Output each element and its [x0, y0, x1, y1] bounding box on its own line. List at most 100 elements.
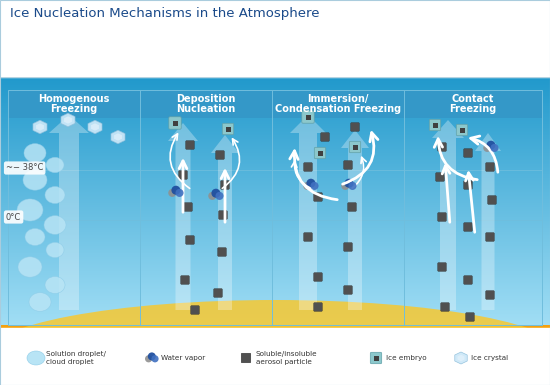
FancyArrow shape	[341, 130, 369, 310]
Bar	[0, 0, 550, 77]
Ellipse shape	[175, 189, 184, 197]
Ellipse shape	[46, 242, 64, 258]
Text: 0°C: 0°C	[6, 213, 21, 221]
FancyBboxPatch shape	[314, 273, 322, 281]
Ellipse shape	[168, 189, 177, 197]
FancyBboxPatch shape	[184, 203, 192, 211]
FancyBboxPatch shape	[191, 306, 199, 314]
Text: Homogenous
Freezing: Homogenous Freezing	[39, 94, 109, 114]
Ellipse shape	[0, 300, 550, 385]
Polygon shape	[458, 355, 464, 361]
Ellipse shape	[341, 182, 349, 190]
FancyBboxPatch shape	[216, 151, 224, 159]
FancyBboxPatch shape	[430, 119, 441, 131]
Ellipse shape	[46, 157, 64, 172]
Bar	[404, 90, 542, 118]
FancyBboxPatch shape	[221, 181, 229, 189]
Bar	[353, 144, 358, 149]
FancyBboxPatch shape	[464, 276, 472, 284]
FancyBboxPatch shape	[302, 111, 314, 123]
Bar	[305, 114, 311, 119]
Ellipse shape	[45, 276, 65, 293]
FancyBboxPatch shape	[348, 203, 356, 211]
Ellipse shape	[27, 351, 45, 365]
Polygon shape	[61, 113, 75, 127]
FancyBboxPatch shape	[486, 291, 494, 299]
FancyArrow shape	[49, 115, 89, 310]
FancyBboxPatch shape	[186, 141, 194, 149]
FancyArrow shape	[168, 123, 198, 310]
Polygon shape	[36, 124, 44, 131]
Ellipse shape	[151, 355, 158, 362]
Ellipse shape	[310, 182, 318, 190]
Text: Ice embryo: Ice embryo	[386, 355, 427, 361]
FancyBboxPatch shape	[438, 213, 446, 221]
Ellipse shape	[172, 186, 180, 195]
Bar	[317, 151, 322, 156]
Bar	[373, 355, 378, 360]
Text: Deposition
Nucleation: Deposition Nucleation	[177, 94, 236, 114]
Text: Ice Nucleation Mechanisms in the Atmosphere: Ice Nucleation Mechanisms in the Atmosph…	[10, 7, 320, 20]
Ellipse shape	[306, 179, 315, 188]
Bar	[173, 121, 178, 126]
Text: ~− 38°C: ~− 38°C	[6, 164, 43, 172]
FancyBboxPatch shape	[438, 263, 446, 271]
FancyBboxPatch shape	[436, 173, 444, 181]
Ellipse shape	[216, 192, 223, 200]
FancyBboxPatch shape	[321, 133, 329, 141]
FancyBboxPatch shape	[314, 193, 322, 201]
Text: Contact
Freezing: Contact Freezing	[449, 94, 497, 114]
FancyArrow shape	[475, 133, 501, 310]
Ellipse shape	[486, 141, 496, 150]
Polygon shape	[111, 130, 125, 144]
Ellipse shape	[29, 293, 51, 311]
Bar	[8, 90, 542, 325]
FancyBboxPatch shape	[464, 181, 472, 189]
FancyBboxPatch shape	[304, 233, 312, 241]
FancyBboxPatch shape	[464, 149, 472, 157]
FancyBboxPatch shape	[314, 147, 326, 159]
Bar	[432, 122, 437, 127]
Ellipse shape	[17, 199, 43, 221]
FancyBboxPatch shape	[218, 248, 226, 256]
FancyBboxPatch shape	[349, 141, 361, 153]
Polygon shape	[64, 116, 72, 124]
Ellipse shape	[45, 186, 65, 204]
Ellipse shape	[23, 170, 47, 190]
FancyBboxPatch shape	[222, 123, 234, 135]
FancyBboxPatch shape	[456, 124, 468, 136]
Ellipse shape	[148, 352, 156, 360]
FancyArrow shape	[432, 120, 464, 310]
Text: Water vapor: Water vapor	[161, 355, 205, 361]
FancyBboxPatch shape	[214, 289, 222, 297]
FancyBboxPatch shape	[466, 313, 474, 321]
Bar	[459, 127, 465, 132]
Ellipse shape	[303, 182, 311, 190]
Ellipse shape	[145, 355, 152, 362]
FancyBboxPatch shape	[486, 163, 494, 171]
FancyBboxPatch shape	[344, 161, 353, 169]
FancyBboxPatch shape	[488, 196, 496, 204]
FancyBboxPatch shape	[219, 211, 227, 219]
FancyBboxPatch shape	[344, 286, 353, 294]
Text: Solution droplet/
cloud droplet: Solution droplet/ cloud droplet	[46, 352, 106, 365]
FancyBboxPatch shape	[344, 243, 353, 251]
Bar	[8, 90, 140, 118]
FancyBboxPatch shape	[486, 233, 494, 241]
Text: Immersion/
Condensation Freezing: Immersion/ Condensation Freezing	[275, 94, 401, 114]
FancyBboxPatch shape	[186, 236, 194, 244]
Polygon shape	[33, 120, 47, 134]
FancyBboxPatch shape	[179, 171, 188, 179]
Bar	[272, 90, 404, 118]
FancyBboxPatch shape	[169, 117, 181, 129]
FancyBboxPatch shape	[438, 143, 446, 151]
FancyBboxPatch shape	[370, 352, 382, 364]
FancyArrow shape	[290, 115, 326, 310]
Bar	[226, 127, 230, 132]
Ellipse shape	[24, 144, 46, 162]
Bar	[140, 90, 272, 118]
FancyBboxPatch shape	[441, 303, 449, 311]
Ellipse shape	[208, 192, 216, 200]
Ellipse shape	[344, 179, 354, 188]
Ellipse shape	[18, 257, 42, 277]
